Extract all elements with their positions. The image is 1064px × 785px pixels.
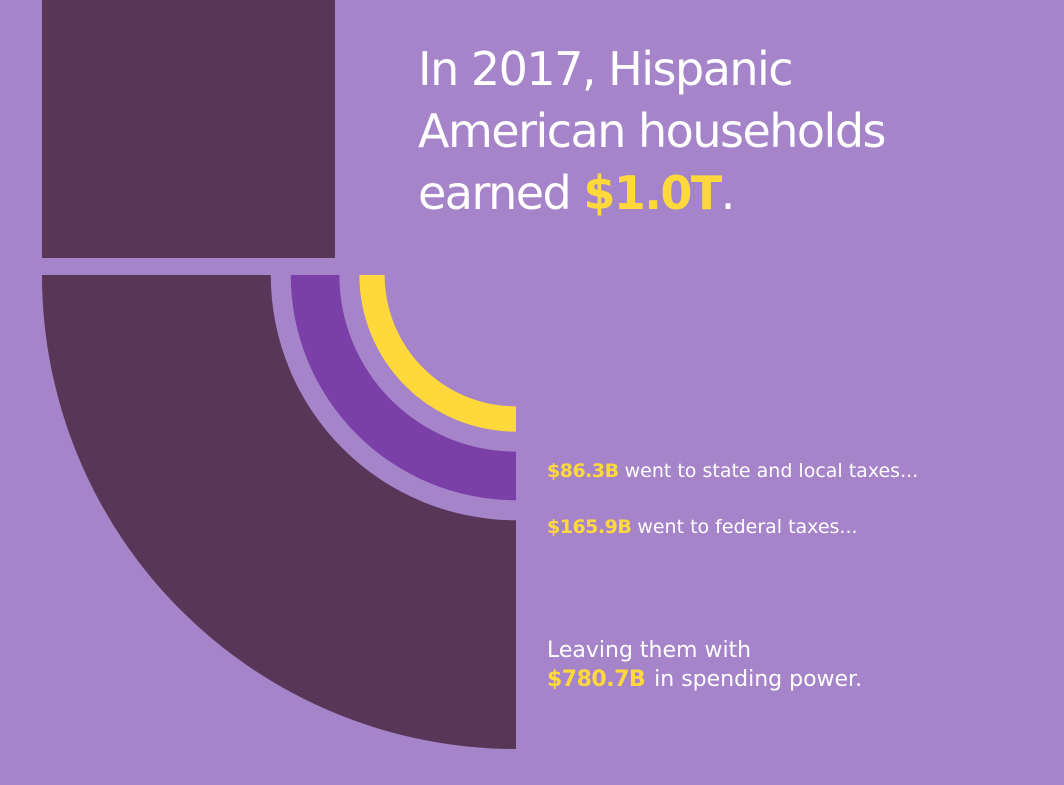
headline-earned-text: earned [418,166,584,220]
federal-tax-label: $165.9B went to federal taxes... [547,516,858,538]
federal-tax-amount: $165.9B [547,516,632,538]
spending-power-text: in spending power. [654,667,863,692]
state-local-tax-text: went to state and local taxes... [624,460,919,482]
state-local-tax-flow-band [359,275,516,432]
total-income-amount: $1.0T [583,166,722,220]
headline-line-2: American households [418,104,887,158]
federal-tax-text: went to federal taxes... [637,516,858,538]
state-local-tax-label: $86.3B went to state and local taxes... [547,460,918,482]
spending-power-amount: $780.7B [547,667,646,692]
headline-line-3: earned $1.0T. [418,162,885,224]
income-bar [42,0,335,258]
federal-tax-flow-band [290,275,516,501]
spending-flow-band [42,275,516,749]
state-local-tax-amount: $86.3B [547,460,619,482]
spending-power-label: Leaving them with $780.7B in spending po… [547,636,862,694]
headline-period: . [720,166,736,220]
headline: In 2017, Hispanic American households ea… [418,38,887,224]
spending-power-intro: Leaving them with [547,638,752,663]
headline-line-1: In 2017, Hispanic [418,42,794,96]
